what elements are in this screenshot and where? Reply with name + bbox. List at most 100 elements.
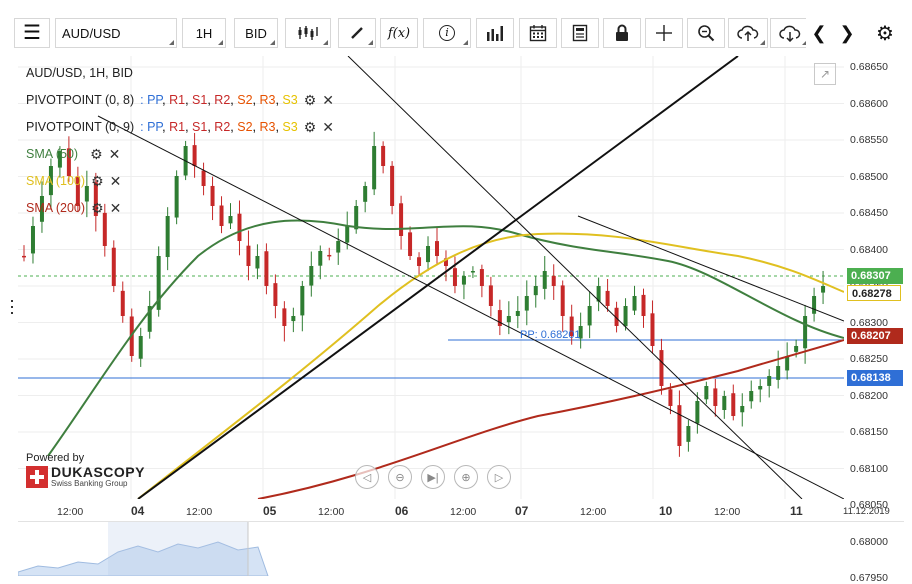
- gear-icon[interactable]: ⚙: [91, 173, 104, 189]
- candle-body: [354, 206, 359, 230]
- current-price-label: 0.68307: [847, 268, 903, 284]
- pivot-indicator-1: PIVOTPOINT (0, 8) : PP, R1, S1, R2, S2, …: [26, 87, 334, 114]
- settings-button[interactable]: ⚙: [870, 18, 900, 48]
- gear-icon[interactable]: ⚙: [91, 200, 104, 216]
- timeframe-selector[interactable]: 1H: [182, 18, 226, 48]
- candle-body: [803, 316, 808, 349]
- zoom-out-button[interactable]: ⊖: [388, 465, 412, 489]
- scroll-next-button[interactable]: ❯: [834, 18, 860, 48]
- price-tick: 0.68450: [850, 207, 888, 219]
- candle-body: [524, 296, 529, 311]
- pivot-part-s3: S3: [282, 93, 298, 107]
- zoom-in-button[interactable]: ⊕: [454, 465, 478, 489]
- close-icon[interactable]: ✕: [108, 146, 121, 162]
- close-icon[interactable]: ✕: [322, 119, 335, 135]
- price-tick: 0.68600: [850, 97, 888, 110]
- time-tick: 10: [659, 504, 673, 518]
- timeframe-label: 1H: [195, 25, 213, 41]
- price-tick: 0.68000: [850, 535, 888, 548]
- sma200-name: SMA (200): [26, 201, 86, 215]
- draw-button[interactable]: [338, 18, 376, 48]
- sma200-line: [257, 339, 844, 499]
- pivot-parts: : PP, R1, S1, R2, S2, R3, S3: [140, 93, 298, 107]
- report-icon: [572, 24, 588, 42]
- candle-body: [812, 296, 817, 314]
- close-icon[interactable]: ✕: [109, 200, 122, 216]
- upload-button[interactable]: [728, 18, 768, 48]
- pivot-part-s1: S1: [192, 93, 208, 107]
- candle-body: [506, 316, 511, 323]
- scroll-left-button[interactable]: ◁: [355, 465, 379, 489]
- candle-body: [408, 232, 413, 256]
- candle-body: [578, 326, 583, 339]
- pivot-indicator-name: PIVOTPOINT (0, 9): [26, 120, 135, 134]
- candle-body: [614, 307, 619, 326]
- instrument-title: AUD/USD, 1H, BID: [26, 66, 133, 80]
- close-icon[interactable]: ✕: [109, 173, 122, 189]
- price-tick: 0.68200: [850, 389, 888, 402]
- crosshair-button[interactable]: [645, 18, 683, 48]
- draw-icon: [351, 27, 363, 39]
- pivot-part-s3: S3: [282, 120, 298, 134]
- candle-body: [102, 212, 107, 246]
- dropdown-corner-icon: [169, 40, 174, 45]
- candle-body: [470, 271, 475, 273]
- candle-body: [255, 256, 260, 269]
- candle-body: [461, 276, 466, 285]
- symbol-label: AUD/USD: [62, 25, 121, 41]
- time-tick: 05: [263, 504, 277, 518]
- chart-navigator[interactable]: [17, 521, 904, 577]
- scroll-left-icon: ◁: [362, 471, 372, 484]
- candle-body: [156, 256, 161, 310]
- upload-icon: [737, 25, 759, 41]
- candle-body: [22, 255, 26, 258]
- indicators-button[interactable]: f(x): [380, 18, 418, 48]
- lock-button[interactable]: [603, 18, 641, 48]
- expand-icon: ↗: [819, 67, 831, 81]
- candle-body: [192, 145, 197, 166]
- side-selector[interactable]: BID: [234, 18, 278, 48]
- scroll-prev-button[interactable]: ❮: [806, 18, 832, 48]
- panel-resize-handle[interactable]: [10, 290, 14, 330]
- reset-zoom-button[interactable]: ▶|: [421, 465, 445, 489]
- brand-name: DUKASCOPY: [51, 464, 145, 480]
- trendline-channel-lower: [97, 115, 844, 499]
- candle-body: [282, 308, 287, 326]
- lock-icon: [616, 24, 628, 41]
- zoom-button[interactable]: [687, 18, 725, 48]
- volume-button[interactable]: [476, 18, 514, 48]
- pivot-part-pp: PP: [147, 120, 163, 134]
- time-tick: 12:00: [57, 506, 84, 518]
- scroll-right-button[interactable]: ▷: [487, 465, 511, 489]
- candle-body: [758, 386, 763, 390]
- candle-body: [695, 401, 700, 424]
- gear-icon[interactable]: ⚙: [90, 146, 103, 162]
- candle-type-button[interactable]: [285, 18, 331, 48]
- close-icon[interactable]: ✕: [322, 92, 335, 108]
- branding: Powered by DUKASCOPY Swiss Banking Group: [26, 452, 145, 488]
- price-tick: 0.68550: [850, 134, 888, 146]
- candle-body: [659, 350, 664, 386]
- time-tick: 12:00: [318, 506, 345, 518]
- calendar-button[interactable]: [519, 18, 557, 48]
- calendar-icon: [529, 25, 547, 42]
- report-button[interactable]: [561, 18, 599, 48]
- menu-button[interactable]: ☰: [14, 18, 50, 48]
- download-button[interactable]: [770, 18, 810, 48]
- info-button[interactable]: i: [423, 18, 471, 48]
- gear-icon[interactable]: ⚙: [303, 92, 317, 108]
- candle-body: [542, 271, 547, 289]
- trendline-resistance: [577, 215, 844, 322]
- candle-body: [785, 356, 790, 371]
- pivot-part-s2: S2: [237, 120, 253, 134]
- candle-body: [138, 336, 143, 359]
- time-tick: 12:00: [580, 506, 607, 518]
- expand-chart-button[interactable]: ↗: [814, 63, 836, 85]
- gear-icon[interactable]: ⚙: [303, 119, 317, 135]
- candlestick-chart[interactable]: [18, 56, 844, 499]
- time-tick: 07: [515, 504, 529, 518]
- symbol-selector[interactable]: AUD/USD: [55, 18, 177, 48]
- candle-body: [443, 258, 448, 266]
- time-tick: 12:00: [186, 506, 213, 518]
- pivot-part-r1: R1: [169, 120, 186, 134]
